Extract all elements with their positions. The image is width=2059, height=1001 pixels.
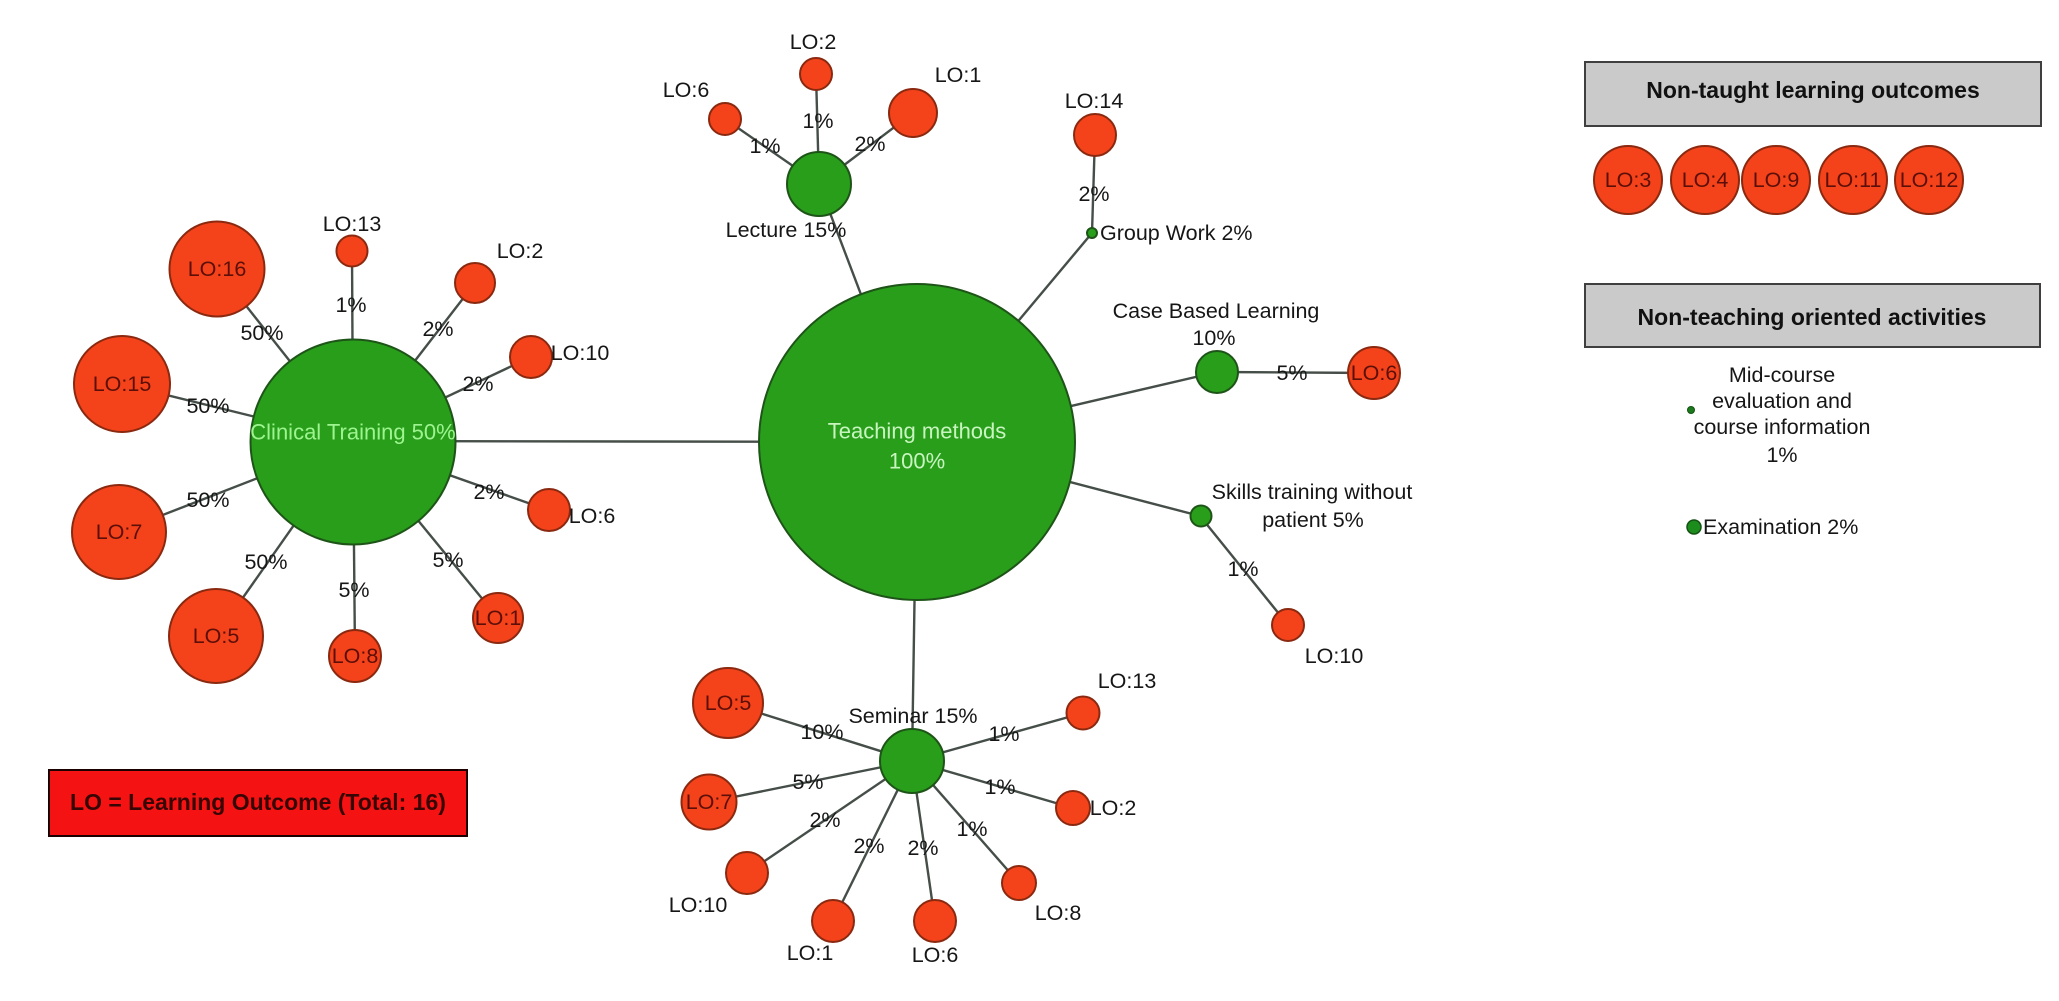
svg-text:1%: 1% [802,109,833,133]
svg-text:LO:10: LO:10 [551,341,610,365]
svg-text:LO:7: LO:7 [686,790,733,814]
svg-text:LO:6: LO:6 [663,78,710,102]
svg-text:LO:1: LO:1 [475,606,522,630]
svg-text:LO:10: LO:10 [669,893,728,917]
svg-text:Case Based Learning: Case Based Learning [1113,299,1320,323]
svg-text:LO:5: LO:5 [193,624,240,648]
svg-text:LO:8: LO:8 [1035,901,1082,925]
svg-text:1%: 1% [1766,443,1797,467]
svg-text:LO = Learning Outcome (Total:: LO = Learning Outcome (Total: 16) [70,789,446,815]
svg-text:1%: 1% [988,722,1019,746]
svg-text:LO:6: LO:6 [569,504,616,528]
svg-text:Examination 2%: Examination 2% [1703,515,1858,539]
svg-text:2%: 2% [809,808,840,832]
svg-text:5%: 5% [792,770,823,794]
svg-text:Lecture 15%: Lecture 15% [726,218,847,242]
svg-text:LO:2: LO:2 [497,239,544,263]
svg-text:1%: 1% [1227,557,1258,581]
svg-text:Group Work 2%: Group Work 2% [1100,221,1253,245]
svg-text:Teaching methods: Teaching methods [828,419,1007,444]
svg-text:LO:11: LO:11 [1825,168,1882,192]
svg-text:1%: 1% [749,134,780,158]
svg-text:100%: 100% [889,449,945,474]
svg-text:LO:13: LO:13 [323,212,382,236]
svg-text:50%: 50% [240,321,283,345]
svg-text:50%: 50% [186,488,229,512]
svg-text:50%: 50% [244,550,287,574]
svg-text:LO:16: LO:16 [188,257,247,281]
svg-text:5%: 5% [432,548,463,572]
svg-text:course information: course information [1694,415,1871,439]
svg-text:LO:15: LO:15 [93,372,152,396]
svg-text:2%: 2% [854,132,885,156]
svg-text:LO:5: LO:5 [705,691,752,715]
svg-text:10%: 10% [800,720,843,744]
svg-text:2%: 2% [422,317,453,341]
svg-text:50%: 50% [186,394,229,418]
svg-text:evaluation and: evaluation and [1712,389,1852,413]
svg-text:2%: 2% [853,834,884,858]
svg-text:LO:6: LO:6 [912,943,959,967]
svg-text:2%: 2% [1078,182,1109,206]
svg-text:Non-taught learning outcomes: Non-taught learning outcomes [1646,77,1980,103]
svg-text:2%: 2% [473,480,504,504]
svg-text:patient 5%: patient 5% [1262,508,1364,532]
svg-text:1%: 1% [956,817,987,841]
svg-text:2%: 2% [462,372,493,396]
svg-text:LO:14: LO:14 [1065,89,1124,113]
svg-text:LO:4: LO:4 [1682,168,1729,192]
svg-text:5%: 5% [338,578,369,602]
svg-text:LO:10: LO:10 [1305,644,1364,668]
svg-text:LO:3: LO:3 [1605,168,1652,192]
svg-text:LO:2: LO:2 [790,30,837,54]
svg-text:2%: 2% [907,836,938,860]
svg-text:Clinical Training 50%: Clinical Training 50% [250,420,455,445]
svg-text:LO:1: LO:1 [787,941,834,965]
svg-text:Mid-course: Mid-course [1729,363,1835,387]
svg-text:1%: 1% [335,293,366,317]
svg-text:1%: 1% [984,775,1015,799]
svg-text:LO:1: LO:1 [935,63,982,87]
svg-text:LO:8: LO:8 [332,644,379,668]
svg-text:Skills training without: Skills training without [1212,480,1413,504]
svg-text:Non-teaching oriented activiti: Non-teaching oriented activities [1638,304,1987,330]
svg-text:Seminar 15%: Seminar 15% [848,704,977,728]
svg-text:LO:9: LO:9 [1753,168,1800,192]
svg-text:LO:7: LO:7 [96,520,143,544]
svg-text:10%: 10% [1192,326,1235,350]
svg-text:LO:6: LO:6 [1351,361,1398,385]
svg-text:LO:12: LO:12 [1900,168,1959,192]
svg-text:LO:2: LO:2 [1090,796,1137,820]
svg-text:LO:13: LO:13 [1098,669,1157,693]
svg-text:5%: 5% [1276,361,1307,385]
